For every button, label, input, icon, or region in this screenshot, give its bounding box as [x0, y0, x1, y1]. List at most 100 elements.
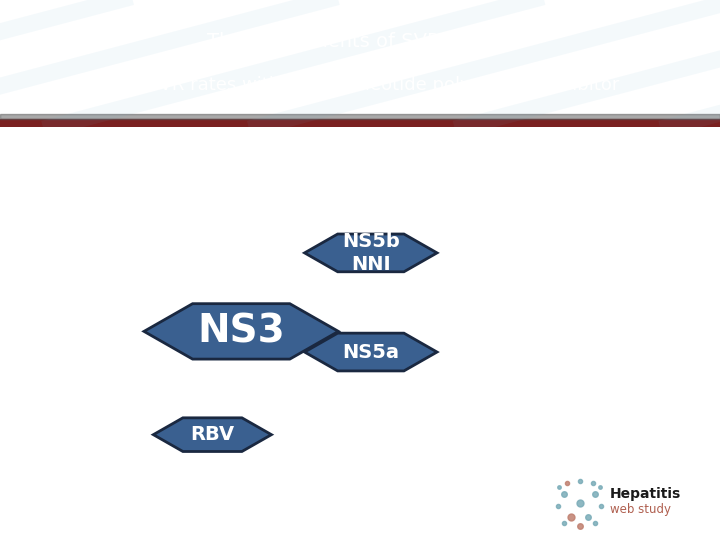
Bar	[0, 126, 720, 127]
Bar	[0, 126, 720, 127]
Bar	[0, 126, 720, 127]
Polygon shape	[144, 303, 338, 359]
Bar	[0, 126, 720, 127]
Bar	[0, 126, 720, 127]
Text: The components of SVR in HCV: The components of SVR in HCV	[207, 32, 513, 51]
Polygon shape	[153, 418, 271, 451]
Bar	[0, 126, 720, 127]
Bar	[0, 126, 720, 127]
Text: Hepatitis: Hepatitis	[610, 487, 681, 501]
Text: RBV: RBV	[190, 425, 235, 444]
Bar	[0, 126, 720, 127]
Bar	[0, 126, 720, 127]
Bar	[0, 126, 720, 127]
Bar	[0, 126, 720, 127]
Bar	[0, 126, 720, 127]
Bar	[0, 126, 720, 127]
Bar	[0, 126, 720, 127]
Bar	[0, 126, 720, 127]
Text: NS3: NS3	[197, 312, 285, 350]
Bar	[0, 126, 720, 127]
Bar	[0, 126, 720, 127]
Bar	[0, 126, 720, 127]
Text: web study: web study	[610, 503, 671, 516]
Bar	[0, 126, 720, 127]
Bar	[0, 126, 720, 127]
Bar	[0, 126, 720, 127]
Bar	[0, 126, 720, 127]
Bar	[0, 126, 720, 127]
Bar	[0, 126, 720, 127]
Bar	[0, 126, 720, 127]
Bar	[0, 126, 720, 127]
Bar	[0, 126, 720, 127]
Bar	[0, 126, 720, 127]
Bar	[0, 126, 720, 127]
Bar	[0, 126, 720, 127]
Bar	[0, 126, 720, 127]
Bar	[0, 126, 720, 127]
Bar	[0, 126, 720, 127]
Bar	[0, 126, 720, 127]
Bar	[0, 126, 720, 127]
Bar	[0, 126, 720, 127]
Bar	[0, 126, 720, 127]
Bar	[0, 126, 720, 127]
Bar	[0, 126, 720, 127]
Bar	[0, 126, 720, 127]
Text: NS5a: NS5a	[342, 342, 400, 362]
Bar	[0, 126, 720, 127]
Bar	[0, 126, 720, 127]
Bar	[0, 126, 720, 127]
Bar	[0, 126, 720, 127]
Bar	[0, 126, 720, 127]
Bar	[0, 126, 720, 127]
Bar	[0, 126, 720, 127]
Bar	[0, 126, 720, 127]
Bar	[0, 126, 720, 127]
Bar	[0, 126, 720, 127]
Bar	[0, 126, 720, 127]
Bar	[0, 126, 720, 127]
Bar	[0, 126, 720, 127]
Text: NS5b
NNI: NS5b NNI	[342, 232, 400, 274]
Bar	[0, 126, 720, 127]
Bar	[0, 126, 720, 127]
Bar	[0, 126, 720, 127]
Bar	[0, 126, 720, 127]
Bar	[0, 126, 720, 127]
Bar	[0, 126, 720, 127]
Polygon shape	[305, 333, 437, 371]
Bar	[0, 126, 720, 127]
Bar	[0, 126, 720, 127]
Bar	[0, 126, 720, 127]
Text: High SVR rates without a nucleotide polymerase inhibitor: High SVR rates without a nucleotide poly…	[101, 76, 619, 94]
Bar	[0, 126, 720, 127]
Bar	[0, 126, 720, 127]
Bar	[0, 126, 720, 127]
Bar	[0, 126, 720, 127]
Bar	[0, 114, 720, 119]
Bar	[0, 126, 720, 127]
Bar	[0, 126, 720, 127]
Bar	[0, 126, 720, 127]
Bar	[0, 126, 720, 127]
Bar	[0, 126, 720, 127]
Bar	[0, 126, 720, 127]
Polygon shape	[305, 234, 437, 272]
Bar	[0, 126, 720, 127]
Bar	[0, 126, 720, 127]
Bar	[0, 126, 720, 127]
Bar	[0, 126, 720, 127]
Bar	[0, 126, 720, 127]
Bar	[0, 126, 720, 127]
Bar	[0, 126, 720, 127]
Bar	[0, 126, 720, 127]
Bar	[0, 126, 720, 127]
Bar	[0, 119, 720, 127]
Bar	[0, 126, 720, 127]
Bar	[0, 126, 720, 127]
Bar	[0, 126, 720, 127]
Bar	[0, 126, 720, 127]
Bar	[0, 126, 720, 127]
